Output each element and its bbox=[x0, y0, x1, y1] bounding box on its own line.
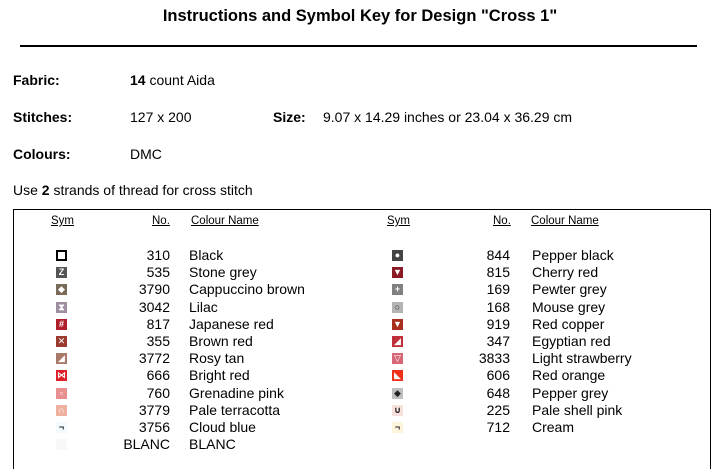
header-no-right: No. bbox=[493, 215, 511, 227]
down-triangle-icon: ▼ bbox=[392, 267, 403, 279]
dmc-number: 355 bbox=[146, 333, 170, 349]
stitches-value: 127 x 200 bbox=[130, 109, 192, 125]
dmc-number: 535 bbox=[146, 264, 170, 281]
bowtie-icon: ⋈ bbox=[56, 370, 67, 382]
arch-icon: ∩ bbox=[56, 404, 67, 416]
dmc-number: 606 bbox=[486, 367, 510, 384]
colour-name: Pepper grey bbox=[532, 384, 609, 401]
header-sym-right: Sym bbox=[387, 215, 410, 227]
x-icon: ✕ bbox=[56, 336, 67, 347]
colour-name: Egyptian red bbox=[532, 333, 611, 349]
colour-name: Japanese red bbox=[189, 315, 274, 332]
strands-count: 2 bbox=[41, 182, 50, 198]
dmc-number: 3833 bbox=[478, 350, 510, 367]
colour-name: Rosy tan bbox=[189, 350, 245, 367]
colour-name: Cappuccino brown bbox=[189, 281, 305, 298]
stitches-label: Stitches: bbox=[13, 109, 73, 125]
diamond-icon: ◆ bbox=[56, 284, 67, 296]
colour-name: Pewter grey bbox=[532, 281, 607, 298]
dmc-number: 310 bbox=[146, 247, 170, 263]
circle-icon: ● bbox=[392, 250, 403, 261]
down-triangle-icon: ▼ bbox=[392, 318, 403, 330]
diagonal-icon: ◢ bbox=[392, 336, 403, 347]
colour-name: Brown red bbox=[189, 333, 253, 349]
dmc-number: 817 bbox=[146, 315, 170, 332]
colour-name: Stone grey bbox=[189, 264, 257, 281]
colour-name: Red copper bbox=[532, 315, 605, 332]
colours-value: DMC bbox=[130, 146, 162, 162]
colour-name: Red orange bbox=[532, 367, 606, 384]
dmc-number: 347 bbox=[486, 333, 510, 349]
dmc-number: 648 bbox=[486, 384, 510, 401]
dmc-number: 3790 bbox=[138, 281, 170, 298]
colour-name: Cloud blue bbox=[189, 419, 256, 435]
strands-post: strands of thread for cross stitch bbox=[49, 182, 253, 198]
size-label: Size: bbox=[273, 109, 306, 125]
blank-icon bbox=[56, 439, 67, 451]
triangle-corner-icon: ◢ bbox=[56, 353, 67, 365]
colour-name: Pepper black bbox=[532, 247, 614, 263]
fabric-label: Fabric: bbox=[13, 72, 60, 88]
corner-mark-icon: ¬ bbox=[56, 422, 67, 433]
colours-label: Colours: bbox=[13, 146, 71, 162]
corner-triangle-icon: ◣ bbox=[392, 370, 403, 382]
dmc-number: 760 bbox=[146, 384, 170, 401]
size-value: 9.07 x 14.29 inches or 23.04 x 36.29 cm bbox=[323, 109, 573, 125]
dmc-number: 919 bbox=[486, 315, 510, 332]
dmc-number: 712 bbox=[486, 419, 510, 435]
colour-name: BLANC bbox=[189, 436, 236, 453]
dmc-number: 3779 bbox=[138, 401, 170, 418]
hollow-square-icon bbox=[56, 250, 67, 261]
corner-mark-icon: ¬ bbox=[392, 422, 403, 433]
colour-name: Bright red bbox=[189, 367, 250, 384]
cup-icon: ∪ bbox=[392, 404, 403, 416]
dmc-number: 3042 bbox=[138, 298, 170, 315]
title-divider bbox=[20, 45, 697, 47]
dmc-number: 815 bbox=[486, 264, 510, 281]
dmc-number: 169 bbox=[486, 281, 510, 298]
fabric-count: 14 bbox=[130, 72, 146, 88]
dmc-number: 844 bbox=[486, 247, 510, 263]
dmc-number: BLANC bbox=[123, 436, 170, 453]
outline-triangle-icon: ▽ bbox=[392, 353, 403, 365]
fabric-type: count Aida bbox=[145, 72, 215, 88]
colour-name: Pale terracotta bbox=[189, 401, 281, 418]
dmc-number: 3756 bbox=[138, 419, 170, 435]
colour-name: Cream bbox=[532, 419, 575, 435]
dmc-number: 666 bbox=[146, 367, 170, 384]
dmc-number: 168 bbox=[486, 298, 510, 315]
hash-icon: # bbox=[56, 318, 67, 330]
fabric-value: 14 count Aida bbox=[130, 72, 215, 88]
colour-name: Grenadine pink bbox=[189, 384, 284, 401]
page-title: Instructions and Symbol Key for Design "… bbox=[162, 7, 558, 25]
header-sym-left: Sym bbox=[51, 215, 74, 227]
colour-name: Mouse grey bbox=[532, 298, 606, 315]
header-name-left: Colour Name bbox=[191, 215, 259, 227]
strands-instruction: Use 2 strands of thread for cross stitch bbox=[13, 182, 253, 198]
colour-name: Black bbox=[189, 247, 224, 263]
colour-name: Pale shell pink bbox=[532, 401, 623, 418]
dmc-number: 3772 bbox=[138, 350, 170, 367]
dmc-number: 225 bbox=[486, 401, 510, 418]
symbol-key-table bbox=[13, 209, 711, 469]
plus-icon: + bbox=[392, 284, 403, 296]
colour-name: Cherry red bbox=[532, 264, 599, 281]
letter-z-icon: Z bbox=[56, 267, 67, 279]
header-name-right: Colour Name bbox=[531, 215, 599, 227]
diamond-icon: ◆ bbox=[392, 387, 403, 399]
hourglass-icon: ⧗ bbox=[56, 301, 67, 313]
ring-icon: ○ bbox=[392, 301, 403, 313]
small-square-icon: ▫ bbox=[56, 387, 67, 399]
colour-name: Light strawberry bbox=[532, 350, 632, 367]
colour-name: Lilac bbox=[189, 298, 218, 315]
strands-pre: Use bbox=[13, 182, 42, 198]
header-no-left: No. bbox=[152, 215, 170, 227]
